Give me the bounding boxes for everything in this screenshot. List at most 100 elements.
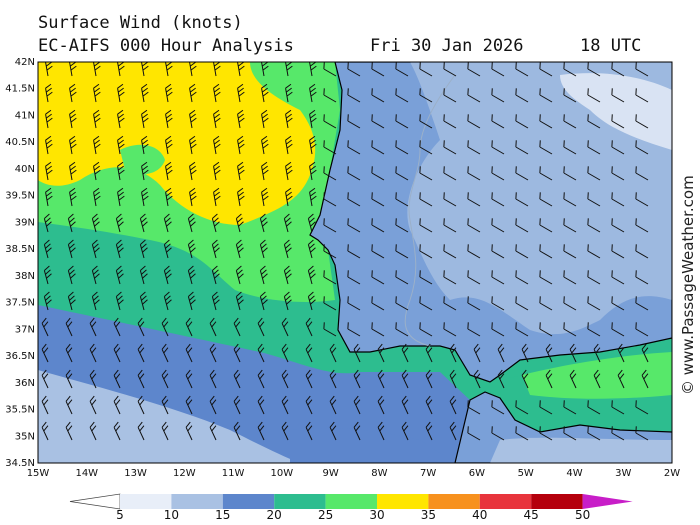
wind-barb [189, 187, 197, 207]
wind-barb [117, 62, 125, 77]
wind-barb [563, 114, 577, 129]
wind-barb [641, 343, 649, 363]
wind-barb [545, 343, 553, 363]
wind-barb [165, 135, 173, 155]
wind-barb [233, 369, 241, 389]
wind-barb [563, 192, 577, 207]
wind-barb [309, 187, 317, 207]
wind-barb [563, 88, 577, 103]
valid-date-label: Fri 30 Jan 2026 [370, 36, 524, 56]
wind-barb [587, 244, 601, 259]
wind-barb [91, 213, 100, 233]
wind-barb [425, 421, 433, 441]
wind-barb [539, 166, 553, 181]
wind-barb [395, 88, 409, 103]
legend-color-swatch [325, 494, 377, 509]
wind-barb [139, 291, 148, 311]
longitude-tick-label: 6W [469, 468, 485, 479]
wind-barb [237, 161, 245, 181]
longitude-tick-label: 14W [75, 468, 98, 479]
wind-barb [113, 395, 121, 415]
wind-barb [347, 166, 361, 181]
wind-barb [309, 109, 317, 129]
wind-barb [93, 187, 101, 207]
wind-barb [395, 322, 409, 337]
wind-barb [539, 270, 553, 285]
wind-barb [41, 369, 49, 389]
wind-barb [283, 239, 292, 259]
wind-barb [497, 369, 505, 389]
wind-barb [515, 400, 529, 415]
wind-barb [309, 62, 317, 77]
wind-barb [257, 369, 265, 389]
wind-barb [587, 88, 601, 103]
wind-barb [235, 213, 244, 233]
wind-barb [43, 291, 52, 311]
wind-barb [515, 218, 529, 233]
wind-barb [259, 213, 268, 233]
wind-barb [323, 140, 337, 155]
wind-barb [307, 265, 316, 285]
wind-barb [117, 135, 125, 155]
wind-barb [307, 239, 316, 259]
wind-barb [45, 187, 53, 207]
wind-barb [611, 166, 625, 181]
wind-barb [261, 83, 269, 103]
wind-barb [491, 244, 505, 259]
wind-barb [443, 244, 457, 259]
wind-barb [281, 369, 289, 389]
longitude-tick-label: 9W [322, 468, 338, 479]
wind-barb [41, 343, 49, 363]
legend-tick-label: 20 [267, 508, 282, 522]
wind-barb [449, 343, 457, 363]
wind-speed-legend: 5 10 15 20 25 30 35 40 45 50 [69, 493, 633, 522]
longitude-tick-label: 2W [664, 468, 680, 479]
wind-barb [611, 218, 625, 233]
wind-barb [211, 213, 220, 233]
legend-tick-label: 30 [369, 508, 384, 522]
wind-barb [323, 114, 337, 129]
wind-barb [161, 395, 169, 415]
wind-barb [395, 114, 409, 129]
wind-barb [449, 421, 457, 441]
wind-barb [473, 343, 481, 363]
longitude-tick-label: 12W [173, 468, 196, 479]
wind-barb [257, 395, 265, 415]
wind-barb [213, 109, 221, 129]
wind-barb [257, 343, 265, 363]
map-area [38, 62, 672, 463]
wind-barb [187, 213, 196, 233]
wind-barb [611, 426, 625, 441]
wind-barb [395, 62, 409, 77]
wind-barb [587, 400, 601, 415]
wind-barb [395, 244, 409, 259]
wind-barb [213, 187, 221, 207]
wind-barb [563, 166, 577, 181]
wind-band-20-25-alboran [500, 338, 672, 378]
wind-barb [401, 369, 409, 389]
wind-barb [587, 140, 601, 155]
wind-barb [491, 426, 505, 441]
wind-barb [139, 265, 148, 285]
wind-barb [285, 187, 293, 207]
legend-color-swatch [377, 494, 429, 509]
wind-barb [371, 296, 385, 311]
wind-barb [139, 239, 148, 259]
watermark-text: © www.PassageWeather.com [679, 175, 697, 395]
wind-barb [491, 62, 505, 77]
wind-barb [635, 88, 649, 103]
wind-barb [635, 296, 649, 311]
wind-barb [491, 218, 505, 233]
wind-barb [235, 239, 244, 259]
wind-barb [347, 192, 361, 207]
wind-barb [539, 140, 553, 155]
wind-barb [259, 239, 268, 259]
wind-barb [305, 395, 313, 415]
wind-barb [305, 369, 313, 389]
wind-barb [165, 62, 173, 77]
wind-barb [187, 239, 196, 259]
wind-barb [443, 140, 457, 155]
wind-barb [419, 322, 433, 337]
wind-barb [395, 270, 409, 285]
wind-barb [141, 135, 149, 155]
